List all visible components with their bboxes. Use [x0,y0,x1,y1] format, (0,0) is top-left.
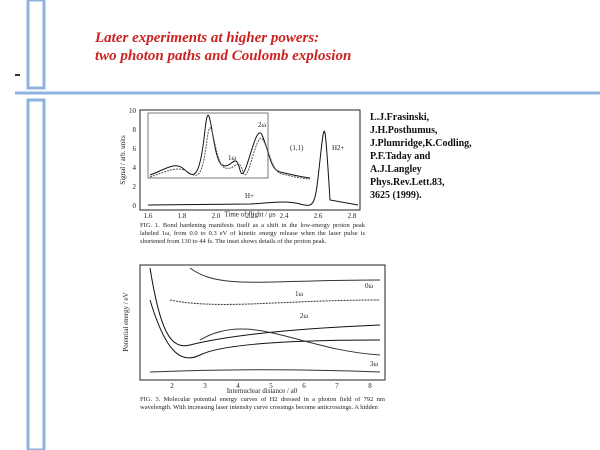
fig1-caption: FIG. 1. Bond hardening manifests itself … [140,222,365,245]
figure-label: (1,1) [290,144,304,152]
figure-label: Signal / arb. units [119,135,127,185]
fig1-frame [139,109,361,211]
figure-label: 8 [133,126,137,134]
figure-label: Potential energy / eV [122,292,130,351]
citation-line: 3625 (1999). [370,190,422,201]
fig3-frame [139,264,386,381]
fig3-curve [149,369,381,373]
figure-label: 4 [236,382,240,390]
fig3-caption: FIG. 3. Molecular potential energy curve… [140,396,385,411]
fig3-curve [169,299,381,305]
fig1-curve [147,130,359,206]
figure-label: 6 [133,145,137,153]
figure-label: H2+ [332,144,345,152]
fig1-curve [149,127,311,180]
title-line: Later experiments at higher powers: [95,30,320,46]
citation-line: Phys.Rev.Lett.83, [370,177,445,188]
fig1-inset [147,112,269,179]
figure-label: 2ω [258,121,267,129]
figure-label: 3 [203,382,207,390]
figure-label: 1.8 [178,212,187,220]
figure-label: 10 [129,107,137,115]
figure-label: 1.6 [144,212,153,220]
figure-text: 0 2 4 6 8 10 1.6 1.8 2.0 2.2 2.4 2.6 2.8 Time of flig… [119,107,379,395]
figure-label: 2.2 [246,212,255,220]
figure-label: 2ω [300,312,309,320]
figure-label: 7 [335,382,339,390]
figure-label: 2.6 [314,212,323,220]
figure-label: 2.4 [280,212,289,220]
figure-label: 3ω [370,360,379,368]
figure-label: 2.8 [348,212,357,220]
citation-line: J.Plumridge,K.Codling, [370,138,472,149]
figure-label: 1ω [295,290,304,298]
citation-line: P.F.Taday and [370,151,431,162]
figure-label: 4 [133,164,137,172]
figure-label: Time of flight / µs [224,211,276,219]
figure-label: H+ [245,192,254,200]
figure-label: 2.0 [212,212,221,220]
fig3-curve [199,328,381,356]
decor-bar [26,0,46,90]
figure-label: 0 [133,202,137,210]
fig3-curve [149,299,381,359]
figure-label: 0ω [365,282,374,290]
figure-label: 8 [368,382,372,390]
citation-line: A.J.Langley [370,164,422,175]
fig3-curve [189,267,381,283]
figure-label: 2 [133,183,137,191]
figure-label: 1ω [228,154,237,162]
citation-line: L.J.Frasinski, [370,112,430,123]
figure-label: 5 [269,382,273,390]
decor-bar [26,98,46,450]
fig3-curve [149,267,381,347]
citation-line: J.H.Posthumus, [370,125,438,136]
figure-label: 6 [302,382,306,390]
title-line: two photon paths and Coulomb explosion [95,48,352,64]
figure-label: Internuclear distance / a0 [227,387,298,395]
figure-label: 2 [170,382,174,390]
